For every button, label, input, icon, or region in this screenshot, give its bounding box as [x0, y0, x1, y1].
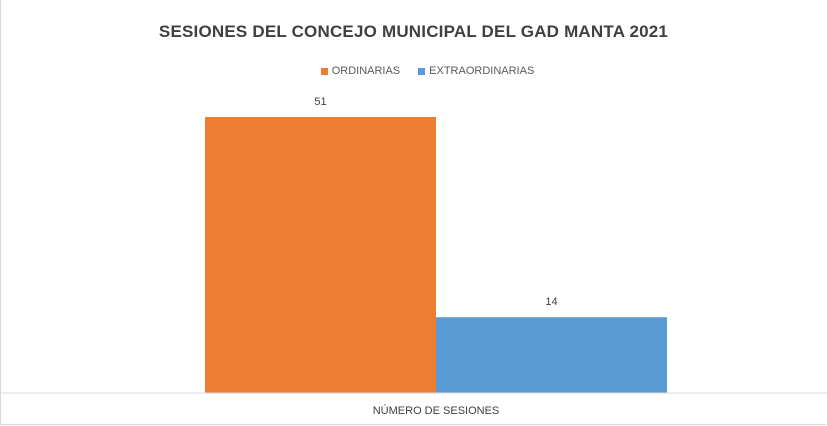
legend-swatch-ordinarias	[320, 67, 328, 75]
bar-ordinarias	[205, 117, 436, 393]
legend-item-extraordinarias: EXTRAORDINARIAS	[418, 65, 534, 77]
data-label-ordinarias: 51	[314, 96, 326, 108]
x-category-label: NÚMERO DE SESIONES	[373, 404, 500, 417]
legend-label-extraordinarias: EXTRAORDINARIAS	[429, 65, 535, 77]
chart-title: SESIONES DEL CONCEJO MUNICIPAL DEL GAD M…	[158, 22, 669, 41]
legend-label-ordinarias: ORDINARIAS	[331, 65, 401, 77]
legend: ORDINARIAS EXTRAORDINARIAS	[14, 65, 827, 77]
bar-extraordinarias	[436, 317, 667, 393]
legend-item-ordinarias: ORDINARIAS	[320, 65, 401, 77]
data-label-extraordinarias: 14	[545, 296, 557, 308]
legend-swatch-extraordinarias	[418, 67, 426, 75]
